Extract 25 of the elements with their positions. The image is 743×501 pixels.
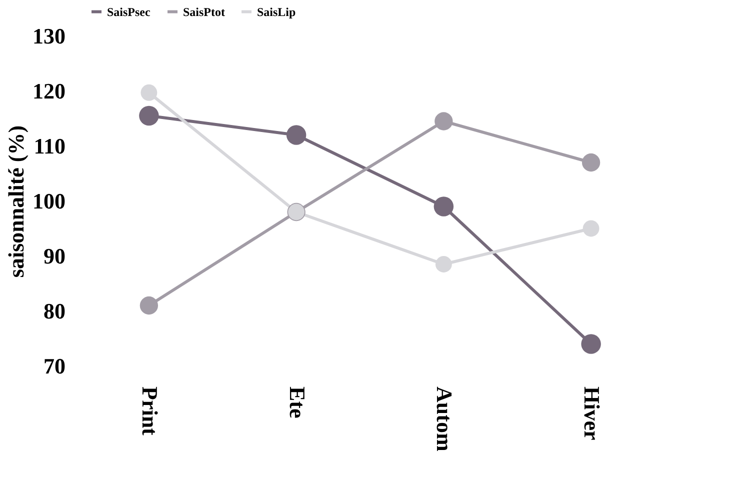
legend-label: SaisPsec — [107, 4, 152, 19]
point — [286, 125, 306, 145]
legend-label: SaisLip — [257, 4, 296, 19]
y-tick-label: 100 — [32, 188, 66, 214]
point — [140, 84, 158, 101]
y-tick-label: 110 — [34, 134, 66, 158]
legend-label: SaisPtot — [183, 4, 226, 19]
point — [582, 153, 600, 172]
x-tick-label: Ete — [284, 386, 310, 418]
x-tick-label: Autom — [432, 386, 458, 452]
point — [435, 256, 452, 272]
x-tick-label: Print — [137, 386, 162, 436]
y-tick-label: 130 — [32, 24, 66, 48]
y-tick-label: 90 — [44, 244, 66, 268]
point — [434, 112, 453, 130]
y-axis-title: saisonnalité (%) — [4, 125, 28, 278]
y-tick-label: 70 — [44, 354, 66, 378]
point — [139, 106, 159, 126]
x-tick-label: Hiver — [580, 386, 605, 440]
point — [434, 196, 454, 216]
point — [140, 296, 158, 315]
point — [581, 334, 601, 354]
y-tick-label: 80 — [44, 298, 66, 324]
y-tick-label: 120 — [32, 78, 66, 104]
point — [582, 220, 600, 237]
